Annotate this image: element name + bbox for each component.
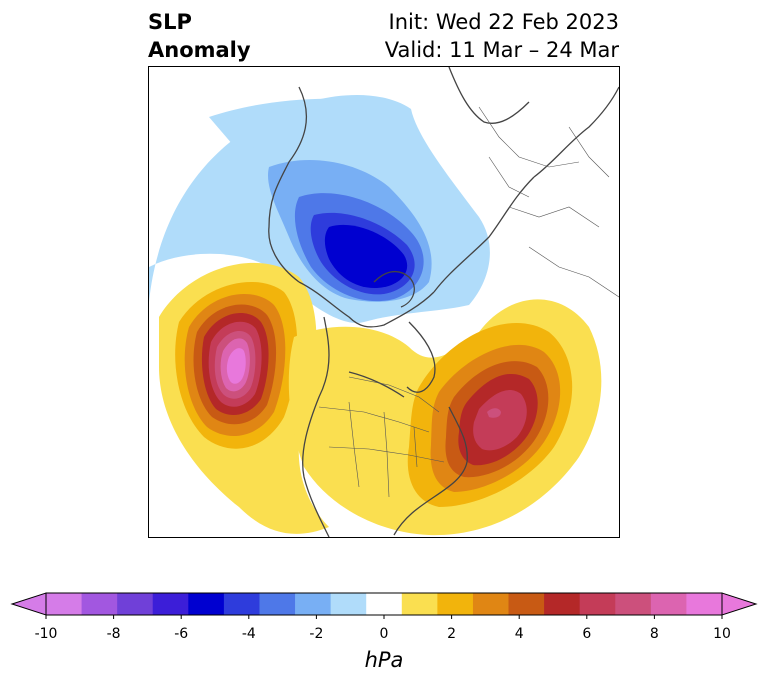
- colorbar-swatch: [437, 593, 474, 615]
- colorbar: [10, 590, 758, 619]
- forecast-dates: Init: Wed 22 Feb 2023 Valid: 11 Mar – 24…: [385, 8, 619, 64]
- colorbar-swatch: [330, 593, 367, 615]
- colorbar-swatch: [223, 593, 260, 615]
- colorbar-tick-label: 10: [713, 626, 731, 642]
- colorbar-swatch: [508, 593, 545, 615]
- valid-range: Valid: 11 Mar – 24 Mar: [384, 38, 619, 62]
- colorbar-swatch: [81, 593, 118, 615]
- colorbar-swatch: [259, 593, 296, 615]
- colorbar-unit-label: hPa: [364, 648, 404, 672]
- colorbar-tick-label: -6: [174, 626, 189, 642]
- colorbar-swatch: [650, 593, 687, 615]
- colorbar-tick-label: -2: [309, 626, 324, 642]
- positive-anomaly-pacific: [159, 262, 329, 534]
- colorbar-tick-label: 2: [447, 626, 457, 642]
- negative-anomaly-field: [149, 95, 490, 323]
- map-panel: [148, 66, 620, 538]
- country-borders: [318, 106, 619, 498]
- colorbar-swatch: [152, 593, 189, 615]
- positive-anomaly-atlantic: [288, 299, 602, 536]
- colorbar-graphic: [10, 592, 758, 619]
- colorbar-swatch: [401, 593, 438, 615]
- colorbar-swatch: [686, 593, 723, 615]
- colorbar-swatch: [579, 593, 616, 615]
- colorbar-tick-label: 4: [514, 626, 524, 642]
- init-date: Init: Wed 22 Feb 2023: [388, 10, 619, 34]
- colorbar-extend-left-arrow: [10, 592, 47, 616]
- colorbar-swatch: [295, 593, 332, 615]
- colorbar-tick-label: 8: [649, 626, 659, 642]
- title-variable-line1: SLP: [148, 10, 192, 34]
- colorbar-swatch: [544, 593, 581, 615]
- colorbar-swatch: [117, 593, 154, 615]
- coastlines: [268, 67, 619, 537]
- title-variable-line2: Anomaly: [148, 38, 251, 62]
- colorbar-swatch: [472, 593, 510, 615]
- colorbar-tick-label: 0: [379, 626, 389, 642]
- colorbar-tick-label: -8: [106, 626, 121, 642]
- colorbar-tick-label: 6: [582, 626, 592, 642]
- colorbar-swatch: [366, 593, 403, 615]
- map-canvas: [149, 67, 619, 537]
- colorbar-swatch: [615, 593, 652, 615]
- colorbar-extend-right-arrow: [721, 592, 758, 616]
- colorbar-swatch: [46, 593, 83, 615]
- colorbar-tick-label: -10: [34, 626, 58, 642]
- chart-title: SLP Anomaly: [148, 8, 251, 64]
- colorbar-swatch: [188, 593, 225, 615]
- colorbar-tick-label: -4: [241, 626, 256, 642]
